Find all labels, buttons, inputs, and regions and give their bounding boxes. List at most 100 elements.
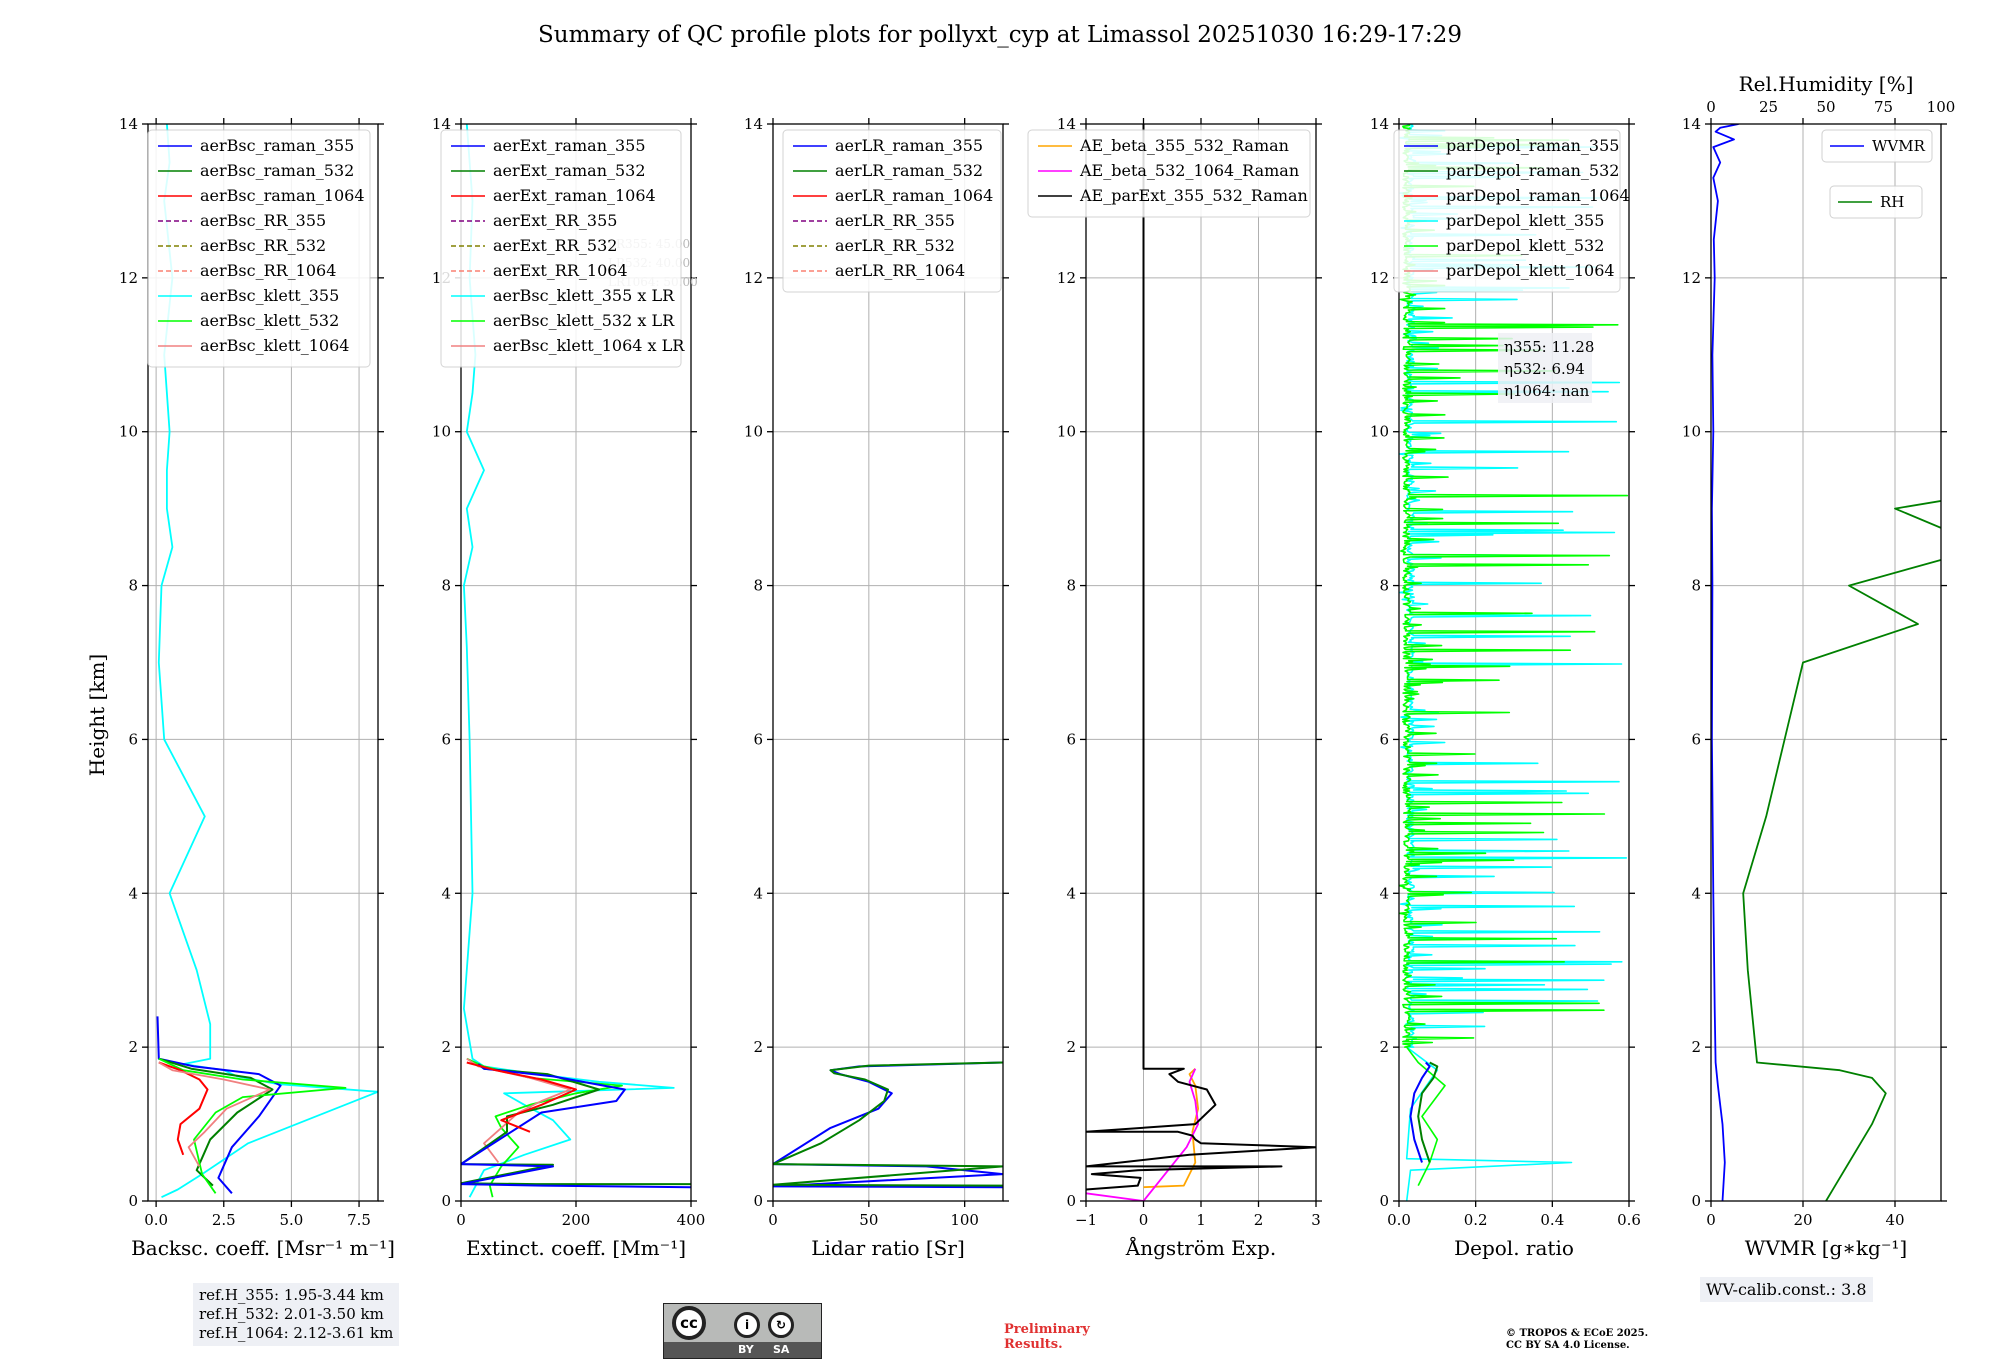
cc-license-badge: cc i ↻ BY SA	[663, 1303, 822, 1359]
legend-label: aerLR_RR_355	[835, 211, 955, 230]
series-WVMR	[1711, 124, 1739, 1201]
y-tick-label: 0	[753, 1192, 763, 1210]
y-tick-label: 14	[432, 115, 451, 133]
legend-box	[1821, 129, 1933, 163]
y-tick-label: 14	[119, 115, 138, 133]
series-aerBsc_klett_532	[158, 1057, 347, 1194]
legend-label: parDepol_klett_532	[1446, 236, 1604, 255]
x-tick-label: 40	[1885, 1211, 1904, 1229]
legend-label: aerBsc_RR_532	[200, 236, 326, 255]
x-tick-label: 0	[456, 1211, 466, 1229]
series-parDepol_raman_355	[1409, 1061, 1431, 1163]
plot-frame	[1710, 123, 1942, 1202]
plot-frame	[772, 123, 1004, 1202]
y-tick-label: 0	[1066, 1192, 1076, 1210]
legend-label: aerExt_RR_532	[493, 236, 617, 255]
series-aerBsc_klett_355 x LR	[463, 124, 675, 1198]
y-tick-label: 14	[1370, 115, 1389, 133]
legend-label: WVMR	[1872, 137, 1926, 155]
legend-label: aerLR_RR_532	[835, 236, 955, 255]
eta-value: η1064: nan	[1504, 382, 1590, 400]
cc-sa-label: SA	[773, 1343, 790, 1356]
y-tick-label: 10	[1370, 423, 1389, 441]
ref-height-box: ref.H_355: 1.95-3.44 km ref.H_532: 2.01-…	[193, 1283, 400, 1346]
y-tick-label: 4	[441, 884, 451, 902]
x-axis-label: WVMR [g∗kg⁻¹]	[1745, 1236, 1907, 1260]
y-tick-label: 8	[1066, 577, 1076, 595]
x-tick-label: 400	[677, 1211, 706, 1229]
x-tick-label: 1	[1196, 1211, 1206, 1229]
series-group	[461, 124, 691, 1198]
legend-label: aerBsc_klett_1064	[200, 336, 349, 355]
series-aerBsc_raman_355	[156, 1016, 282, 1194]
y-tick-label: 10	[119, 423, 138, 441]
cc-icon: cc	[672, 1306, 706, 1340]
series-AE_parExt_355_532_Raman	[1086, 124, 1316, 1191]
series-aerBsc_klett_1064	[158, 1061, 271, 1167]
x-axis-label: Extinct. coeff. [Mm⁻¹]	[466, 1236, 686, 1260]
series-aerBsc_raman_1064	[158, 1061, 209, 1156]
x-tick-label: 7.5	[347, 1211, 371, 1229]
series-AE_beta_355_532_Raman	[1143, 1068, 1199, 1189]
x-tick-label: 200	[562, 1211, 591, 1229]
legend-label: aerLR_RR_1064	[835, 261, 965, 280]
x-tick-label: 20	[1793, 1211, 1812, 1229]
x-tick-label: 5.0	[279, 1211, 303, 1229]
x-tick-label: 0.0	[1387, 1211, 1411, 1229]
y-tick-label: 2	[1691, 1038, 1701, 1056]
y-tick-label: 6	[753, 730, 763, 748]
x-axis-label: Ångström Exp.	[1125, 1235, 1276, 1260]
legend-label: aerExt_raman_355	[493, 136, 646, 155]
ref-height-532: ref.H_532: 2.01-3.50 km	[199, 1305, 384, 1323]
y-tick-label: 8	[128, 577, 138, 595]
y-tick-label: 8	[1691, 577, 1701, 595]
series-group	[156, 124, 378, 1199]
legend-label: aerBsc_klett_532	[200, 311, 339, 330]
plot-frame	[147, 123, 379, 1202]
y-tick-label: 4	[753, 884, 763, 902]
y-tick-label: 0	[1691, 1192, 1701, 1210]
preliminary-line-2: Results.	[1004, 1337, 1063, 1352]
y-tick-label: 6	[1379, 730, 1389, 748]
y-tick-label: 6	[1691, 730, 1701, 748]
secondary-x-tick-label: 100	[1927, 98, 1956, 116]
series-aerLR_raman_532	[773, 1061, 1003, 1187]
secondary-x-tick-label: 0	[1706, 98, 1716, 116]
legend-box	[1393, 129, 1621, 293]
copyright-line-2: CC BY SA 4.0 License.	[1506, 1340, 1630, 1351]
legend-label: aerExt_raman_532	[493, 161, 646, 180]
secondary-x-tick-label: 25	[1759, 98, 1778, 116]
legend-label: RH	[1880, 193, 1904, 211]
y-tick-label: 12	[119, 269, 138, 287]
legend-label: aerBsc_RR_355	[200, 211, 326, 230]
y-tick-label: 6	[1066, 730, 1076, 748]
y-tick-label: 10	[744, 423, 763, 441]
preliminary-line-1: Preliminary	[1004, 1322, 1090, 1337]
y-tick-label: 2	[1379, 1038, 1389, 1056]
y-tick-label: 8	[441, 577, 451, 595]
legend-label: aerBsc_klett_355	[200, 286, 339, 305]
series-aerBsc_klett_355	[157, 124, 378, 1199]
legend-label: aerBsc_klett_355 x LR	[493, 286, 675, 305]
legend-label: aerBsc_RR_1064	[200, 261, 336, 280]
panel-3: 0 50 100 0 2 4 6 8 10 12 14 Lidar ratio [Sr] aerLR_r…	[744, 115, 1009, 1260]
y-tick-label: 0	[128, 1192, 138, 1210]
x-tick-label: 2	[1254, 1211, 1264, 1229]
series-parDepol_raman_532	[1417, 1061, 1439, 1163]
y-tick-label: 0	[1379, 1192, 1389, 1210]
legend-label: aerExt_RR_1064	[493, 261, 628, 280]
series-group	[1086, 124, 1316, 1201]
panel-5: 0.0 0.2 0.4 0.6 0 2 4 6 8 10 12 14 Depol. ratio η355:…	[1370, 115, 1641, 1260]
y-tick-label: 2	[441, 1038, 451, 1056]
legend-label: aerBsc_raman_355	[200, 136, 354, 155]
ref-height-355: ref.H_355: 1.95-3.44 km	[199, 1286, 384, 1304]
y-tick-label: 14	[744, 115, 763, 133]
legend-box	[440, 129, 682, 368]
y-tick-label: 4	[128, 884, 138, 902]
copyright-note: © TROPOS & ECoE 2025. CC BY SA 4.0 Licen…	[1506, 1328, 1648, 1352]
cc-by-label: BY	[738, 1343, 754, 1356]
legend-label: aerExt_RR_355	[493, 211, 617, 230]
legend-label: parDepol_raman_1064	[1446, 186, 1630, 205]
preliminary-note: Preliminary Results.	[1004, 1322, 1124, 1352]
